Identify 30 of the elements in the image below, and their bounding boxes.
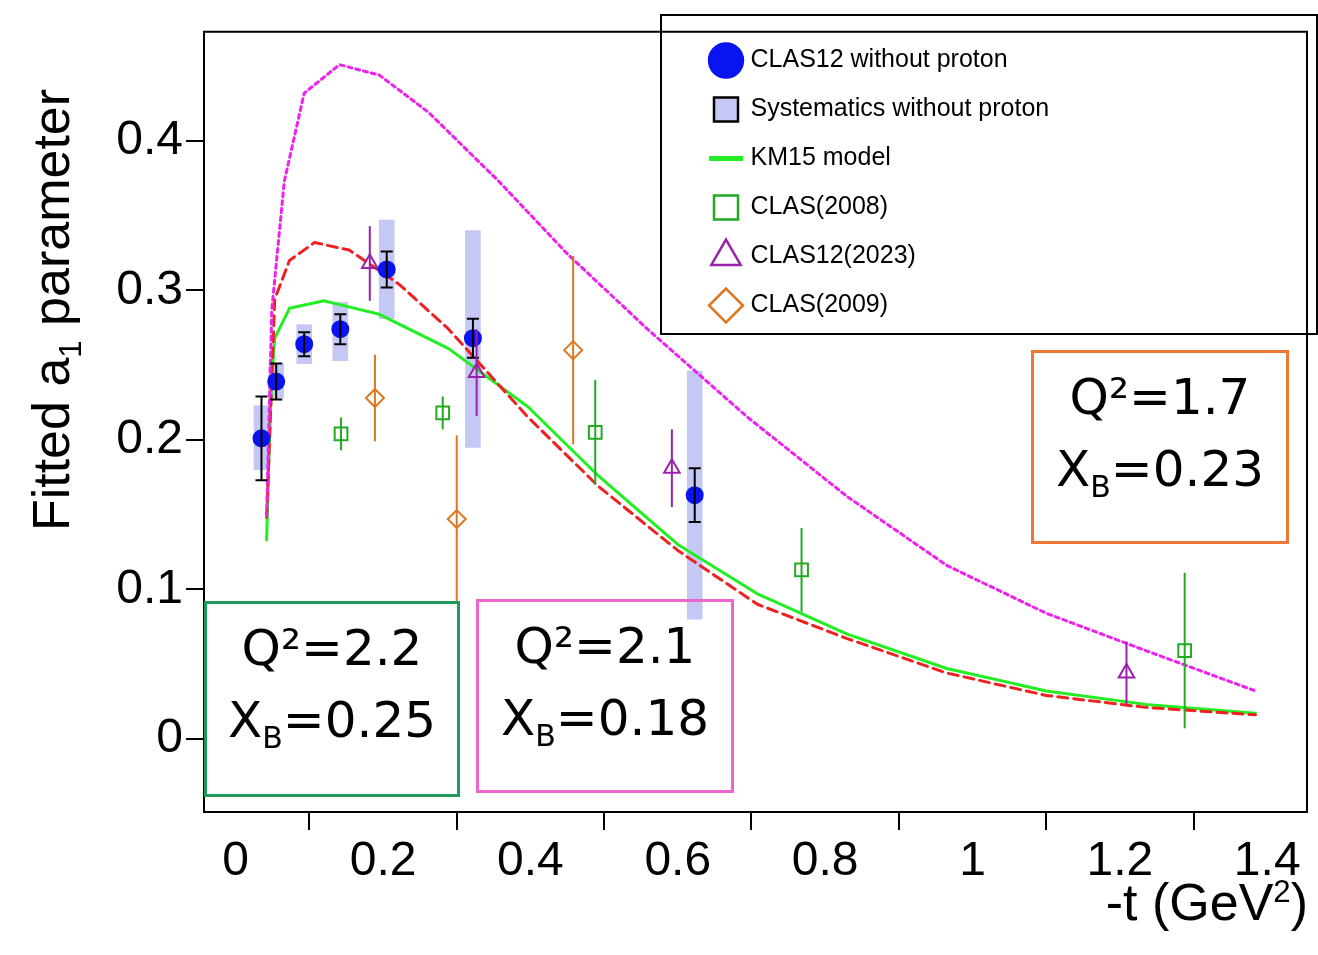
legend-label: CLAS12(2023) <box>750 240 916 269</box>
y-tick-label: 0.1 <box>116 559 183 613</box>
point <box>446 509 467 530</box>
point <box>1117 663 1136 679</box>
point <box>333 426 349 442</box>
point <box>364 387 385 408</box>
legend-label: CLAS(2009) <box>750 289 889 318</box>
point <box>435 405 451 421</box>
x-tick-label: 0.2 <box>349 832 417 886</box>
y-tick-label: 0 <box>156 709 183 762</box>
y-tick-label: 0.2 <box>116 410 183 464</box>
y-tick-label: 0.3 <box>116 260 183 314</box>
x-tick-label: 1.2 <box>1086 832 1154 886</box>
legend-label: KM15 model <box>750 142 891 171</box>
x-tick-label: 0.4 <box>497 832 564 886</box>
point <box>587 425 603 440</box>
point <box>794 562 809 578</box>
legend-label: CLAS(2008) <box>750 191 889 220</box>
annotation: Q²=2.1 X$_{B}$=0.18 <box>499 616 711 755</box>
x-tick-label: 0 <box>222 832 250 886</box>
legend-label: Systematics without proton <box>750 93 1050 122</box>
legend-label: CLAS12 without proton <box>750 44 1008 73</box>
x-tick-label: 1 <box>959 832 986 886</box>
x-tick-label: 0.8 <box>791 832 859 886</box>
y-tick-label: 0.4 <box>116 111 183 165</box>
point <box>563 340 584 361</box>
x-tick-label: 0.6 <box>644 832 712 886</box>
point <box>1177 643 1193 658</box>
annotation: Q²=1.7 X$_{B}$=0.23 <box>1054 367 1266 506</box>
annotation: Q²=2.2 X$_{B}$=0.25 <box>226 618 438 757</box>
